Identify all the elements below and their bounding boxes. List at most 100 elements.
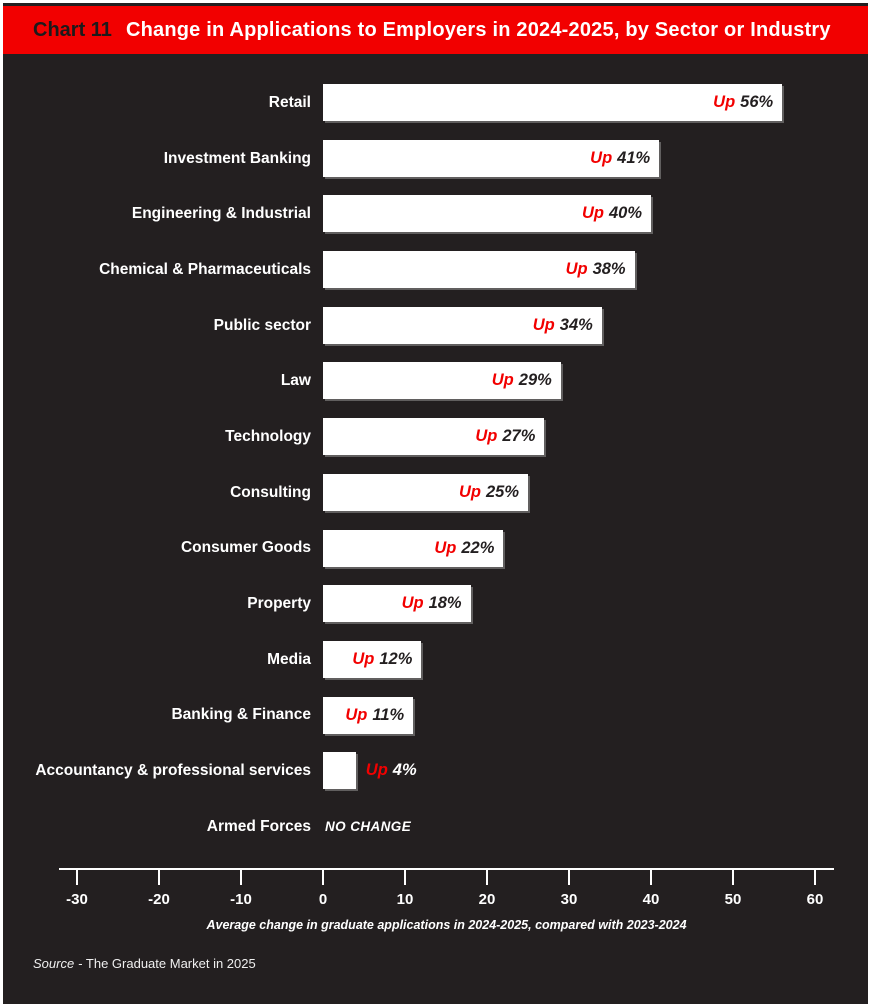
chart-row: Engineering & Industrial Up 40% — [3, 186, 868, 242]
x-axis-line — [59, 868, 834, 870]
chart-row: Banking & Finance Up 11% — [3, 688, 868, 744]
category-label: Property — [247, 595, 311, 613]
percent-value: 29% — [518, 371, 552, 390]
axis-tick-label: -30 — [66, 891, 88, 908]
axis-tick-label: 50 — [724, 891, 742, 908]
up-word: Up — [565, 260, 588, 279]
percent-value: 12% — [379, 649, 413, 668]
bar: Up 41% — [323, 139, 660, 177]
axis-tick — [158, 868, 160, 885]
bar-value-label: Up 4% — [366, 752, 417, 789]
up-word: Up — [581, 204, 604, 223]
chart-row: Consulting Up 25% — [3, 465, 868, 521]
axis-tick — [650, 868, 652, 885]
bar: Up 22% — [323, 529, 504, 567]
bar-value-label: Up 18% — [402, 594, 462, 613]
category-label: Accountancy & professional services — [35, 762, 311, 780]
bar: Up 29% — [323, 362, 561, 400]
percent-value: 25% — [485, 482, 519, 501]
axis-tick-label: 30 — [560, 891, 578, 908]
axis-tick — [322, 868, 324, 885]
category-label: Banking & Finance — [171, 706, 311, 724]
chart-row: Armed Forces NO CHANGE — [3, 799, 868, 855]
bar-value-label: Up 27% — [475, 427, 535, 446]
chart-row: Public sector Up 34% — [3, 298, 868, 354]
category-label: Retail — [268, 93, 311, 111]
axis-tick — [240, 868, 242, 885]
axis-tick — [732, 868, 734, 885]
up-word: Up — [491, 371, 514, 390]
bar-value-label: Up 56% — [713, 93, 773, 112]
bar-value-label: Up 34% — [533, 316, 593, 335]
category-label: Chemical & Pharmaceuticals — [99, 260, 311, 278]
chart-rows: Retail Up 56% Investment Banking Up 41% Engine… — [3, 75, 868, 855]
percent-value: 22% — [461, 538, 495, 557]
axis-tick — [404, 868, 406, 885]
bar-value-label: Up 40% — [582, 204, 642, 223]
up-word: Up — [590, 148, 613, 167]
up-word: Up — [434, 538, 457, 557]
percent-value: 4% — [392, 761, 417, 780]
axis-tick-label: 20 — [478, 891, 496, 908]
bar-value-label: Up 22% — [434, 539, 494, 558]
axis-tick — [76, 868, 78, 885]
axis-tick-label: 40 — [642, 891, 660, 908]
bar-value-label: Up 11% — [345, 706, 404, 725]
chart-row: Chemical & Pharmaceuticals Up 38% — [3, 242, 868, 298]
bar-value-label: Up 25% — [459, 483, 519, 502]
bar-value-label: Up 12% — [352, 650, 412, 669]
chart-row: Law Up 29% — [3, 353, 868, 409]
percent-value: 18% — [428, 594, 462, 613]
percent-value: 27% — [502, 427, 536, 446]
chart-row: Investment Banking Up 41% — [3, 131, 868, 187]
x-axis-caption: Average change in graduate applications … — [206, 918, 687, 932]
category-label: Technology — [225, 427, 311, 445]
percent-value: 56% — [740, 93, 774, 111]
bar: Up 40% — [323, 195, 651, 233]
up-word: Up — [345, 705, 368, 724]
up-word: Up — [475, 427, 498, 446]
axis-tick-label: 0 — [318, 891, 328, 908]
percent-value: 11% — [372, 705, 405, 724]
up-word: Up — [458, 482, 481, 501]
bar: Up 38% — [323, 251, 635, 289]
bar: Up 11% — [323, 696, 414, 734]
percent-value: 34% — [559, 315, 593, 334]
axis-tick — [568, 868, 570, 885]
chart-row: Retail Up 56% — [3, 75, 868, 131]
category-label: Armed Forces — [206, 817, 311, 835]
axis-tick-label: -20 — [148, 891, 170, 908]
bar: Up 18% — [323, 585, 471, 623]
category-label: Consulting — [230, 483, 311, 501]
chart-title: Change in Applications to Employers in 2… — [125, 18, 831, 41]
up-word: Up — [532, 315, 555, 334]
up-word: Up — [713, 93, 736, 111]
category-label: Law — [280, 372, 311, 390]
bar-value-label: Up 41% — [590, 149, 650, 168]
chart-row: Media Up 12% — [3, 632, 868, 688]
bar-value-label: Up 29% — [492, 371, 552, 390]
chart-row: Consumer Goods Up 22% — [3, 521, 868, 577]
axis-tick-label: -10 — [230, 891, 252, 908]
chart-number-label: Chart 11 — [33, 18, 112, 41]
percent-value: 40% — [608, 204, 642, 223]
category-label: Investment Banking — [163, 149, 311, 167]
category-label: Media — [267, 650, 311, 668]
bar: Up 27% — [323, 418, 545, 456]
axis-tick-label: 10 — [396, 891, 414, 908]
category-label: Engineering & Industrial — [131, 205, 311, 223]
category-label: Consumer Goods — [180, 539, 311, 557]
chart-row: Property Up 18% — [3, 576, 868, 632]
axis-tick — [814, 868, 816, 885]
category-label: Public sector — [213, 316, 311, 334]
percent-value: 41% — [617, 148, 651, 167]
bar-value-label: Up 38% — [566, 260, 626, 279]
up-word: Up — [401, 594, 424, 613]
bar: Up 25% — [323, 473, 528, 511]
chart-row: Accountancy & professional services Up 4% — [3, 743, 868, 799]
up-word: Up — [352, 649, 375, 668]
axis-tick — [486, 868, 488, 885]
bar — [323, 752, 356, 790]
source-word: Source — [33, 956, 75, 971]
